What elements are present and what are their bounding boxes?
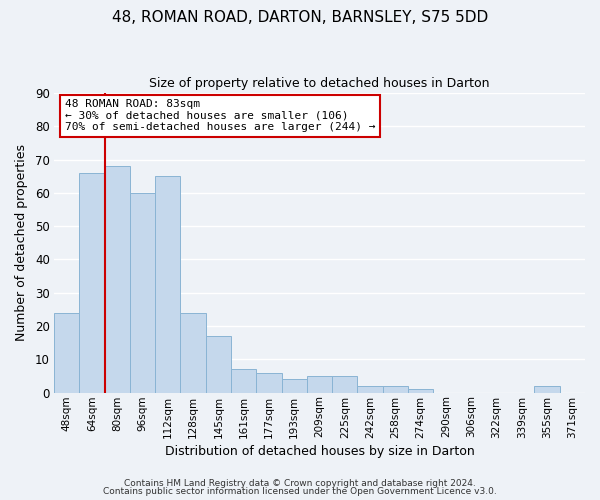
Title: Size of property relative to detached houses in Darton: Size of property relative to detached ho… <box>149 78 490 90</box>
Bar <box>104 166 130 392</box>
Text: Contains HM Land Registry data © Crown copyright and database right 2024.: Contains HM Land Registry data © Crown c… <box>124 478 476 488</box>
Bar <box>79 173 104 392</box>
Bar <box>130 193 155 392</box>
Bar <box>307 376 332 392</box>
Bar <box>231 370 256 392</box>
Bar <box>281 380 307 392</box>
Text: Contains public sector information licensed under the Open Government Licence v3: Contains public sector information licen… <box>103 487 497 496</box>
Bar <box>535 386 560 392</box>
Bar <box>155 176 181 392</box>
Bar <box>181 313 206 392</box>
Bar <box>54 313 79 392</box>
X-axis label: Distribution of detached houses by size in Darton: Distribution of detached houses by size … <box>164 444 475 458</box>
Bar <box>358 386 383 392</box>
Text: 48, ROMAN ROAD, DARTON, BARNSLEY, S75 5DD: 48, ROMAN ROAD, DARTON, BARNSLEY, S75 5D… <box>112 10 488 25</box>
Bar <box>206 336 231 392</box>
Text: 48 ROMAN ROAD: 83sqm
← 30% of detached houses are smaller (106)
70% of semi-deta: 48 ROMAN ROAD: 83sqm ← 30% of detached h… <box>65 99 375 132</box>
Bar <box>383 386 408 392</box>
Y-axis label: Number of detached properties: Number of detached properties <box>15 144 28 342</box>
Bar <box>408 390 433 392</box>
Bar <box>256 372 281 392</box>
Bar <box>332 376 358 392</box>
